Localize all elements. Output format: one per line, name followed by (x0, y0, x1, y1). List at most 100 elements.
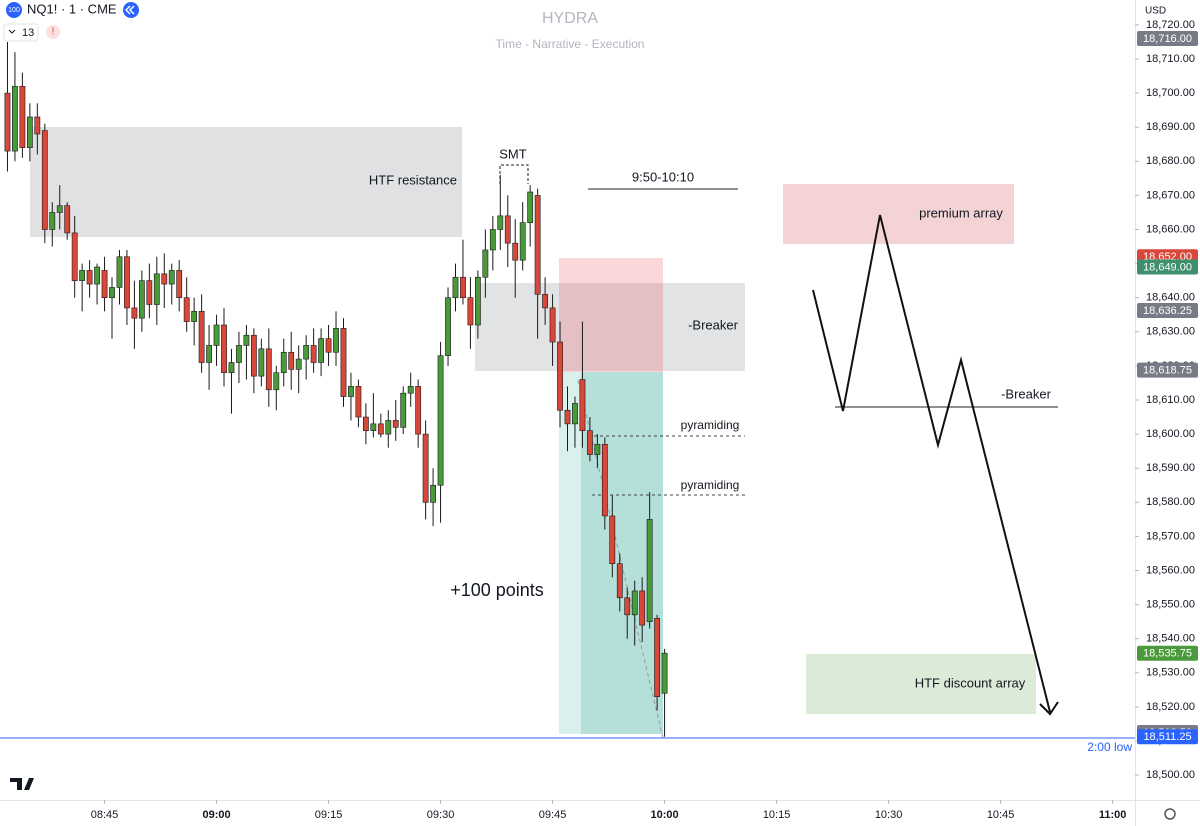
candle-body (557, 341, 563, 411)
chart-title: HYDRA (542, 10, 598, 27)
candle-body (422, 433, 429, 503)
candle-body (176, 270, 183, 298)
indicator-toggle[interactable] (3, 23, 39, 42)
price-badge (1137, 645, 1198, 661)
projection-arrow (1039, 701, 1059, 716)
alert-icon[interactable] (46, 25, 60, 39)
x-tick-label: 09:15 (315, 809, 343, 821)
candle-body (49, 212, 56, 230)
candle-body (56, 205, 63, 213)
candle-body (34, 116, 41, 135)
chevron (8, 29, 16, 34)
x-tick-label: 09:45 (539, 809, 567, 821)
candle-body (646, 519, 653, 622)
candle-body (445, 297, 451, 356)
candle-body (497, 215, 504, 230)
y-tick-label: 18,710.00 (1146, 53, 1195, 65)
candle-body (504, 215, 511, 244)
annotation: premium array (919, 205, 1003, 220)
y-tick-label: 18,700.00 (1146, 87, 1195, 99)
chart-subtitle: Time - Narrative - Execution (496, 37, 645, 51)
candle-body (616, 563, 623, 599)
x-tick-label: 09:30 (427, 809, 455, 821)
candle-body (415, 386, 422, 435)
price-badge (1137, 362, 1198, 378)
candle-body (594, 444, 601, 455)
y-tick-label: 18,570.00 (1146, 530, 1195, 542)
candle-body (153, 273, 160, 305)
y-tick-label: 18,530.00 (1146, 667, 1195, 679)
candle-body (236, 345, 242, 363)
price-badge-label: 18,535.75 (1143, 648, 1192, 660)
candle-body (467, 297, 474, 326)
premium-zone (783, 184, 1014, 244)
candle-body (79, 270, 86, 281)
candle-body (86, 270, 93, 285)
candle-body (572, 403, 578, 425)
candle-body (64, 205, 71, 234)
candle-body (265, 348, 272, 391)
candle-body (198, 311, 205, 363)
annotation: 2:00 low (1087, 740, 1132, 754)
y-tick-label: 18,560.00 (1146, 564, 1195, 576)
candle-body (303, 345, 310, 360)
candle-body (280, 351, 287, 374)
candle-body (71, 232, 78, 281)
candle-body (542, 293, 548, 309)
x-tick-label: 10:45 (987, 809, 1015, 821)
risk-zone (559, 258, 663, 372)
candle-body (183, 297, 190, 322)
annotation: -Breaker (1001, 386, 1052, 401)
candle-body (19, 85, 26, 148)
candle-body (221, 324, 227, 374)
x-tick-label: 09:00 (202, 809, 230, 821)
x-tick-label: 10:30 (875, 809, 903, 821)
candle-body (579, 379, 586, 431)
price-badge (1137, 729, 1198, 745)
candle-body (564, 409, 571, 425)
x-tick-label: 11:00 (1099, 809, 1127, 821)
price-badge-label: 18,649.00 (1143, 261, 1192, 273)
projection-path (812, 214, 1051, 713)
settings-icon[interactable] (1164, 808, 1176, 820)
candle-body (400, 392, 407, 428)
breaker-zone (475, 283, 745, 371)
tv-logo (10, 778, 34, 790)
replay-icon (124, 5, 135, 15)
candle-body (631, 590, 638, 616)
y-tick-label: 18,580.00 (1146, 496, 1195, 508)
annotation: HTF discount array (915, 675, 1026, 690)
candle-body (41, 130, 48, 230)
candle-body (94, 266, 100, 285)
candle-body (392, 420, 399, 428)
candle-body (609, 515, 616, 564)
y-tick-label: 18,680.00 (1146, 155, 1195, 167)
candle-body (587, 430, 593, 455)
y-tick-label: 18,640.00 (1146, 292, 1195, 304)
candle-body (161, 273, 168, 285)
y-tick-label: 18,660.00 (1146, 223, 1195, 235)
price-badge (1137, 259, 1198, 275)
candle-body (534, 195, 541, 295)
y-tick-label: 18,630.00 (1146, 326, 1195, 338)
candle-body (385, 420, 392, 435)
candle-body (407, 386, 414, 394)
candle-body (519, 222, 526, 261)
annotation: +100 points (450, 580, 544, 600)
candle-body (250, 334, 257, 377)
y-tick-label: 18,540.00 (1146, 633, 1195, 645)
currency-button[interactable] (1140, 2, 1170, 20)
annotation: pyramiding (681, 418, 740, 432)
x-tick-label: 10:15 (763, 809, 791, 821)
alert-text: ! (52, 27, 55, 38)
candle-body (295, 358, 302, 370)
candle-body (370, 423, 377, 431)
x-tick-label: 08:45 (91, 809, 119, 821)
price-badge (1137, 302, 1198, 318)
smt-bracket (499, 164, 529, 184)
candle-body (460, 276, 466, 298)
symbol[interactable]: NQ1! · 1 · CME (27, 1, 117, 16)
x-tick-label: 10:00 (651, 809, 679, 821)
annotation: SMT (499, 146, 527, 161)
